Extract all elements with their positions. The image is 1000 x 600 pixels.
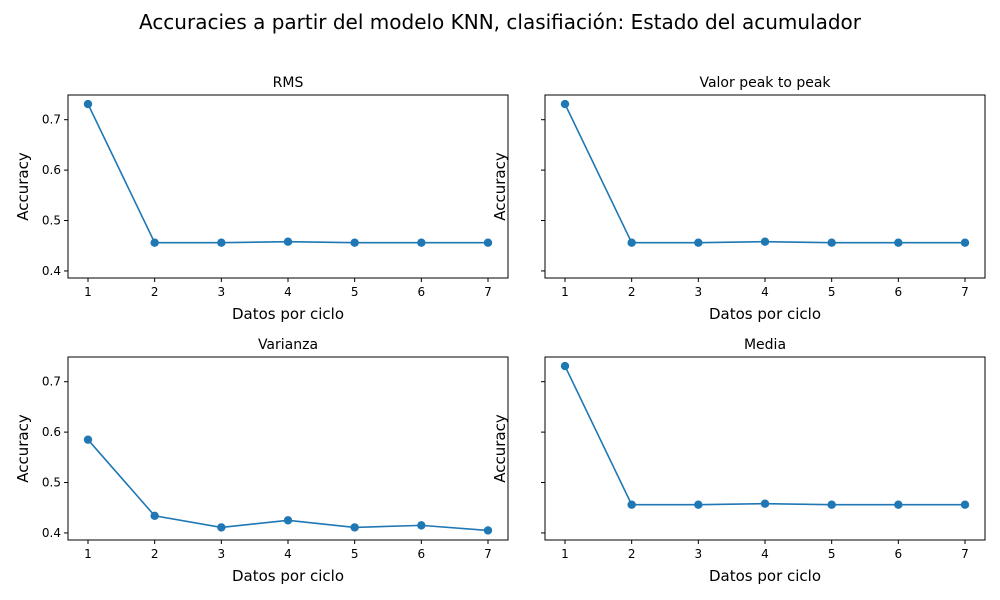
subplot-title: Media <box>744 337 786 353</box>
data-point <box>350 523 359 532</box>
data-point <box>217 238 226 247</box>
data-point <box>217 523 226 532</box>
y-tick-label: 0.4 <box>42 264 61 278</box>
axes-frame <box>67 356 509 541</box>
x-tick-label: 3 <box>218 547 226 561</box>
data-point <box>694 238 703 247</box>
data-point <box>960 500 970 509</box>
x-tick-label: 3 <box>218 285 226 299</box>
x-axis-label: Datos por ciclo <box>709 305 821 323</box>
x-tick-label: 4 <box>284 547 292 561</box>
y-tick-label: 0.5 <box>42 214 61 228</box>
data-point <box>283 516 293 525</box>
x-axis-label: Datos por ciclo <box>709 567 821 585</box>
x-tick-label: 1 <box>561 285 569 299</box>
x-tick-label: 7 <box>484 285 492 299</box>
data-point <box>760 499 770 508</box>
x-tick-label: 6 <box>895 547 903 561</box>
data-point <box>827 500 836 509</box>
data-point <box>483 526 493 535</box>
x-tick-label: 6 <box>418 547 426 561</box>
data-point <box>350 238 359 247</box>
data-point <box>827 238 836 247</box>
series-line <box>564 103 965 244</box>
x-tick-label: 1 <box>84 285 92 299</box>
y-axis-label: Accuracy <box>14 152 32 221</box>
subplot-title: Varianza <box>258 337 318 353</box>
data-point <box>483 238 493 247</box>
data-point <box>150 511 159 521</box>
data-point <box>560 361 570 371</box>
x-tick-label: 7 <box>484 547 492 561</box>
axes-frame <box>544 356 986 541</box>
x-tick-label: 1 <box>561 547 569 561</box>
series-line <box>87 103 488 244</box>
data-point <box>627 500 636 509</box>
y-axis-label: Accuracy <box>14 414 32 483</box>
x-tick-label: 2 <box>151 285 159 299</box>
series-line <box>564 365 965 506</box>
x-axis-label: Datos por ciclo <box>232 567 344 585</box>
y-axis-label: Accuracy <box>491 414 509 483</box>
x-tick-label: 5 <box>351 547 359 561</box>
data-point <box>150 238 159 247</box>
x-tick-label: 2 <box>628 285 636 299</box>
data-point <box>83 99 93 109</box>
data-point <box>417 238 426 247</box>
x-tick-label: 5 <box>828 547 836 561</box>
x-tick-label: 7 <box>961 285 969 299</box>
y-axis-label: Accuracy <box>491 152 509 221</box>
x-tick-label: 4 <box>761 547 769 561</box>
data-point <box>627 238 636 247</box>
data-point <box>694 500 703 509</box>
y-tick-label: 0.7 <box>42 113 61 127</box>
x-tick-label: 5 <box>351 285 359 299</box>
data-point <box>760 237 770 246</box>
x-tick-label: 4 <box>284 285 292 299</box>
data-point <box>83 435 93 444</box>
subplot-title: RMS <box>273 75 304 91</box>
figure-title: Accuracies a partir del modelo KNN, clas… <box>138 10 862 34</box>
x-tick-label: 2 <box>151 547 159 561</box>
x-tick-label: 4 <box>761 285 769 299</box>
x-tick-label: 7 <box>961 547 969 561</box>
y-tick-label: 0.4 <box>42 526 61 540</box>
data-point <box>417 521 426 530</box>
x-tick-label: 3 <box>695 547 703 561</box>
x-tick-label: 6 <box>418 285 426 299</box>
subplot-3: Varianza 1 2 3 4 5 6 7 0.4 0.5 0.6 0.7 Datos por cic… <box>14 337 509 585</box>
axes-frame <box>544 94 986 279</box>
y-tick-label: 0.6 <box>42 163 61 177</box>
x-tick-label: 1 <box>84 547 92 561</box>
x-tick-label: 3 <box>695 285 703 299</box>
data-point <box>960 238 970 247</box>
data-point <box>560 99 570 109</box>
x-tick-label: 6 <box>895 285 903 299</box>
subplot-2: Valor peak to peak 1 2 3 4 5 6 7 Datos por ciclo… <box>491 75 986 323</box>
x-axis-label: Datos por ciclo <box>232 305 344 323</box>
x-tick-label: 2 <box>628 547 636 561</box>
y-tick-label: 0.5 <box>42 476 61 490</box>
data-point <box>894 238 903 247</box>
subplot-title: Valor peak to peak <box>699 75 831 91</box>
y-tick-label: 0.6 <box>42 425 61 439</box>
subplot-4: Media 1 2 3 4 5 6 7 Datos por ciclo Accuracy <box>491 337 986 585</box>
y-tick-label: 0.7 <box>42 375 61 389</box>
data-point <box>894 500 903 509</box>
data-point <box>283 237 293 246</box>
x-tick-label: 5 <box>828 285 836 299</box>
axes-frame <box>67 94 509 279</box>
subplot-1: RMS 1 2 3 4 5 6 7 0.4 0.5 0.6 0.7 Datos por ciclo Acc… <box>14 75 509 323</box>
